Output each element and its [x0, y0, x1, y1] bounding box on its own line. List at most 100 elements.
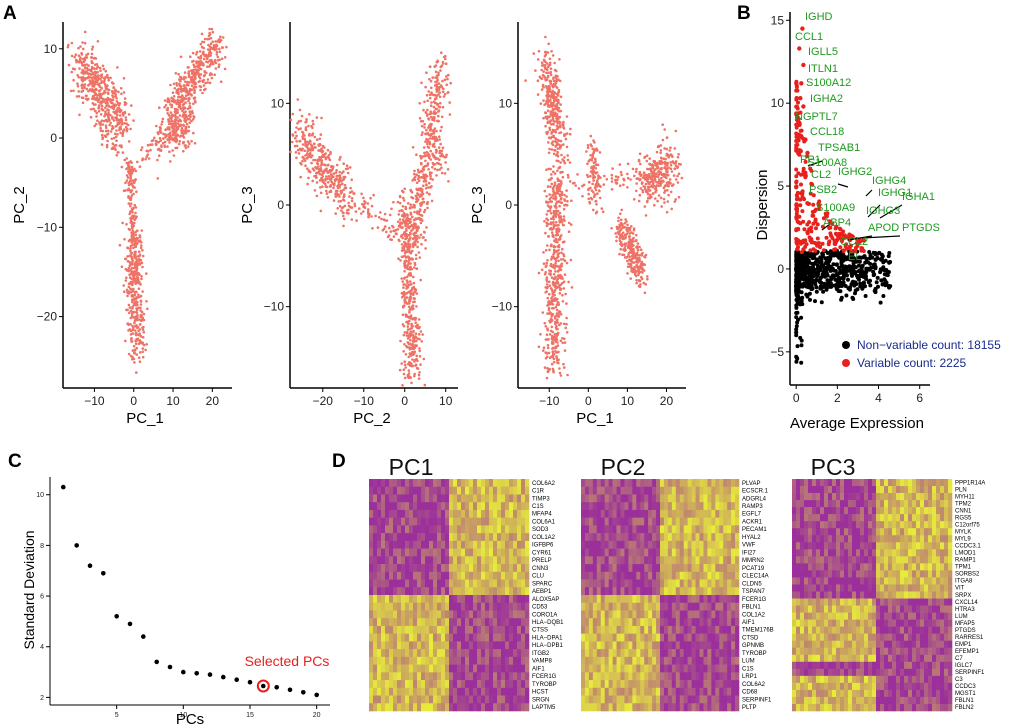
pca-point — [669, 163, 673, 167]
pca-point — [308, 134, 311, 137]
pca-point — [542, 346, 546, 350]
pca-point — [137, 342, 141, 346]
pca-point — [551, 255, 555, 258]
pca-point — [166, 138, 169, 141]
pca-point — [586, 146, 590, 149]
pca-point — [666, 167, 669, 171]
pca-point — [666, 200, 670, 203]
pca-point — [410, 381, 413, 385]
pca-point — [342, 170, 345, 173]
pca-point — [567, 280, 570, 284]
pca-point — [409, 291, 412, 295]
pca-point — [81, 64, 84, 67]
pca-point — [135, 346, 139, 350]
pca-point — [431, 144, 435, 148]
pca-point — [635, 182, 638, 185]
pca-point — [646, 275, 649, 278]
pca-point — [129, 247, 132, 250]
pca-point — [413, 169, 416, 173]
pca-point — [81, 41, 84, 44]
y-axis-title: PC_2 — [11, 186, 28, 224]
pca-point — [100, 119, 104, 122]
pca-point — [122, 114, 125, 117]
pca-point — [343, 183, 347, 187]
pca-point — [552, 298, 555, 302]
pca-point — [395, 232, 398, 236]
pca-point — [116, 101, 120, 105]
pca-point — [125, 179, 129, 182]
pca-point — [618, 163, 622, 166]
pca-point — [405, 331, 409, 335]
pca-point — [409, 338, 412, 342]
pca-point — [171, 113, 174, 117]
pca-point — [123, 97, 127, 100]
pca-point — [547, 87, 550, 91]
pca-point — [162, 132, 165, 136]
pca-point — [546, 344, 550, 347]
pca-point — [593, 141, 596, 144]
pca-point — [426, 142, 429, 146]
pca-point — [311, 119, 315, 123]
pca-point — [104, 110, 107, 114]
pca-point — [75, 95, 79, 98]
pca-point — [135, 215, 138, 218]
pca-point — [402, 324, 406, 328]
pca-point — [417, 251, 421, 254]
pca-point — [422, 108, 425, 112]
pca-point — [437, 135, 441, 138]
pca-point — [653, 187, 657, 191]
pca-point — [101, 100, 105, 104]
pca-point — [553, 120, 557, 123]
pca-point — [545, 264, 548, 267]
pca-point — [176, 122, 180, 125]
pca-point — [544, 66, 547, 70]
pca-point — [131, 349, 135, 352]
pca-point — [326, 181, 330, 184]
pca-point — [72, 78, 75, 82]
pca-point — [557, 200, 561, 203]
points-layer — [66, 27, 228, 374]
pca-point — [168, 136, 171, 139]
pca-point — [427, 168, 430, 171]
pca-point — [409, 282, 413, 286]
nonvariable-gene-point — [814, 289, 819, 294]
pca-point — [550, 362, 554, 366]
pca-point — [346, 167, 350, 170]
pca-point — [439, 163, 443, 166]
pca-point — [439, 142, 442, 146]
pca-point — [449, 81, 453, 85]
pca-point — [545, 168, 548, 172]
pca-point — [434, 156, 438, 160]
pca-point — [140, 277, 143, 281]
pca-point — [568, 132, 572, 136]
pca-point — [295, 126, 298, 129]
pca-point — [545, 195, 548, 198]
pca-point — [182, 124, 186, 128]
pca-point — [98, 104, 101, 107]
pca-point — [421, 192, 425, 196]
pca-point — [106, 98, 109, 101]
pca-point — [588, 202, 592, 205]
x-axis-title: PC_2 — [353, 410, 391, 427]
pca-point — [106, 139, 109, 143]
pca-point — [141, 347, 145, 350]
pca-point — [129, 127, 132, 131]
pca-point — [132, 357, 136, 361]
pca-point — [401, 313, 405, 317]
pca-point — [404, 301, 408, 304]
pca-point — [673, 167, 677, 171]
pca-point — [668, 178, 672, 181]
pca-point — [440, 125, 443, 129]
pca-point — [225, 45, 228, 49]
pca-point — [206, 55, 210, 58]
pca-point — [118, 110, 122, 114]
pca-point — [125, 174, 129, 177]
pca-point — [305, 145, 309, 149]
pca-point — [555, 124, 559, 128]
pca-point — [653, 178, 657, 181]
pca-point — [126, 163, 130, 166]
pca-point — [180, 131, 184, 135]
pca-point — [544, 35, 547, 39]
